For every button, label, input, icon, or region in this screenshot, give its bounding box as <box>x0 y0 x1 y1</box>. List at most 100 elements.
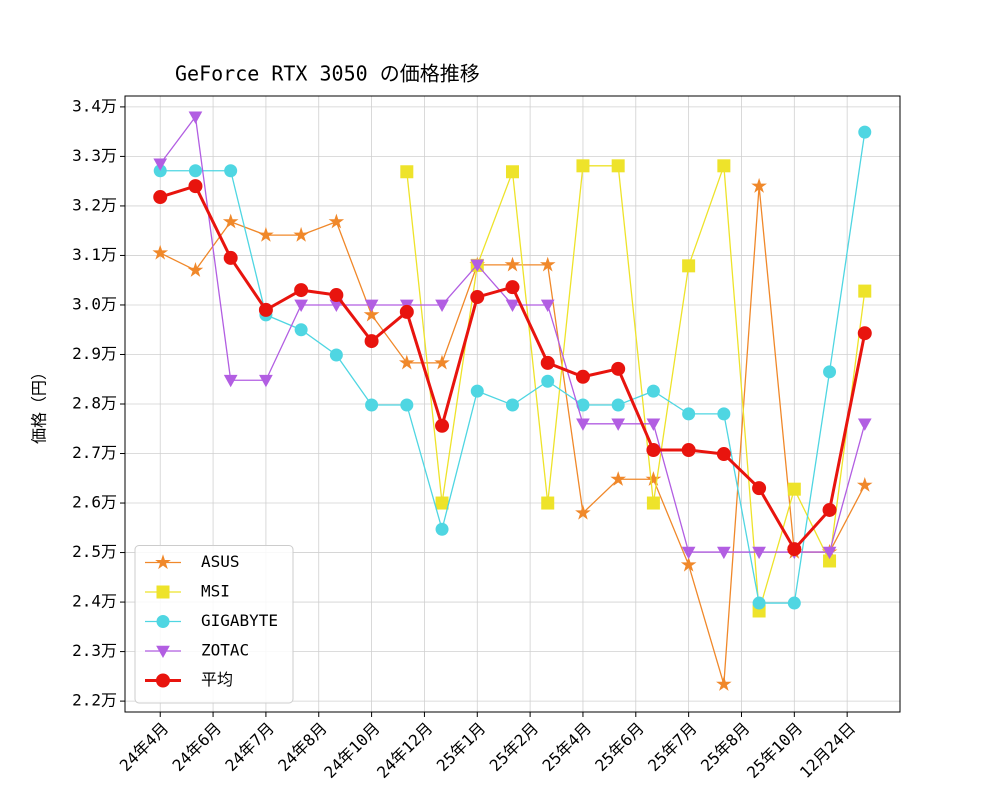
marker <box>823 365 837 379</box>
marker <box>575 504 591 520</box>
marker <box>682 259 696 273</box>
y-tick-label: 2.4万 <box>72 592 117 611</box>
marker <box>294 299 308 312</box>
marker <box>611 361 626 376</box>
marker <box>717 159 731 173</box>
marker <box>470 259 485 272</box>
x-tick-label: 25年1月 <box>433 719 490 776</box>
marker <box>858 125 872 139</box>
marker <box>787 482 801 496</box>
marker <box>541 374 555 388</box>
marker <box>717 546 731 560</box>
marker <box>156 615 170 628</box>
y-tick-label: 3.0万 <box>72 294 117 313</box>
marker <box>153 158 168 171</box>
marker <box>222 213 239 229</box>
legend-label: MSI <box>201 582 230 601</box>
y-tick-label: 3.1万 <box>72 245 117 264</box>
chart-title: GeForce RTX 3050 の価格推移 <box>175 62 480 86</box>
marker <box>155 554 171 570</box>
marker <box>400 398 414 412</box>
marker <box>540 299 555 312</box>
marker <box>258 302 273 317</box>
marker <box>680 556 697 572</box>
marker <box>856 476 873 492</box>
marker <box>752 481 767 496</box>
marker <box>329 348 343 362</box>
y-tick-label: 2.7万 <box>72 443 117 462</box>
marker <box>717 407 731 421</box>
marker <box>505 280 520 295</box>
x-tick-label: 24年10月 <box>320 719 383 782</box>
marker <box>294 283 309 298</box>
legend-box <box>134 545 294 704</box>
legend: ASUS MSI GIGABYTE ZOTAC 平均 <box>134 545 294 704</box>
y-tick-label: 2.9万 <box>72 344 117 363</box>
y-tick-label: 2.6万 <box>72 493 117 512</box>
marker <box>506 165 519 179</box>
marker <box>434 354 450 370</box>
legend-label: GIGABYTE <box>201 611 278 630</box>
marker <box>752 546 766 560</box>
marker <box>224 164 238 178</box>
x-tick-label: 25年4月 <box>538 719 595 776</box>
y-tick-label: 2.5万 <box>72 542 117 561</box>
marker <box>646 384 660 398</box>
marker <box>223 250 238 265</box>
marker <box>187 262 204 277</box>
x-tick-label: 25年10月 <box>743 719 806 782</box>
marker <box>646 443 661 458</box>
marker <box>293 226 309 242</box>
marker <box>681 546 696 560</box>
legend-label: ASUS <box>201 552 240 571</box>
marker <box>399 304 414 319</box>
marker <box>435 522 449 536</box>
marker <box>540 355 555 370</box>
marker <box>156 585 170 599</box>
marker <box>364 334 379 349</box>
marker <box>152 244 169 260</box>
marker <box>470 290 485 305</box>
y-tick-label: 3.2万 <box>72 195 117 214</box>
x-tick-label: 12月24日 <box>796 719 859 782</box>
marker <box>365 398 379 412</box>
marker <box>857 418 872 431</box>
marker <box>716 676 732 691</box>
marker <box>156 645 170 659</box>
y-tick-label: 2.2万 <box>72 691 117 710</box>
marker <box>822 502 837 517</box>
marker <box>505 299 520 312</box>
marker <box>259 374 273 388</box>
marker <box>787 542 802 557</box>
x-tick-label: 25年6月 <box>591 719 648 776</box>
marker <box>682 407 696 421</box>
marker <box>156 673 170 688</box>
marker <box>188 164 202 178</box>
marker <box>539 256 556 272</box>
marker <box>645 471 662 486</box>
marker <box>258 226 274 242</box>
marker <box>223 374 238 388</box>
marker <box>576 418 590 431</box>
marker <box>787 596 801 610</box>
marker <box>435 496 449 510</box>
series-line <box>406 165 866 612</box>
y-tick-label: 2.8万 <box>72 394 117 413</box>
marker <box>751 177 767 193</box>
y-axis-label: 価格（円） <box>30 364 49 444</box>
marker <box>646 418 661 431</box>
x-tick-label: 24年12月 <box>373 719 436 782</box>
marker <box>328 213 345 229</box>
marker <box>364 299 379 312</box>
marker <box>857 326 872 341</box>
marker <box>646 496 660 510</box>
marker <box>611 398 625 412</box>
marker <box>506 398 519 412</box>
marker <box>398 354 415 370</box>
marker <box>716 447 731 462</box>
x-tick-label: 24年7月 <box>221 719 278 776</box>
x-tick-label: 25年2月 <box>486 719 543 776</box>
x-tick-label: 24年6月 <box>169 719 226 776</box>
marker <box>400 165 414 179</box>
